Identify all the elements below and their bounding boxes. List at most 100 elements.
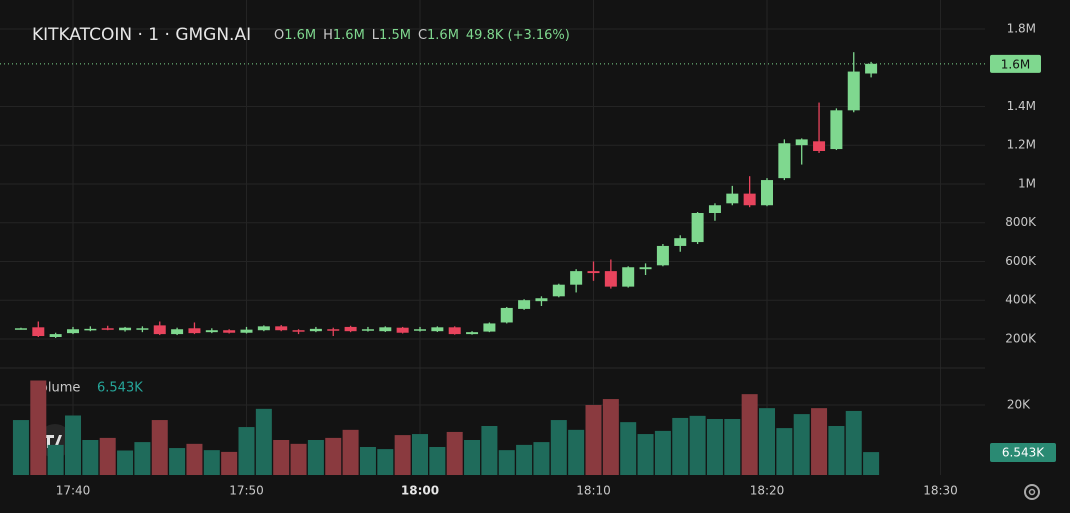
volume-bar: [12, 420, 29, 475]
candle-body: [414, 329, 426, 331]
candle-body: [292, 330, 305, 332]
volume-bar: [117, 450, 134, 475]
candle-body: [604, 271, 617, 287]
y-tick-label: 600K: [1005, 254, 1037, 268]
volume-bar: [654, 430, 671, 475]
candle-body: [639, 267, 652, 270]
volume-bar: [47, 444, 64, 475]
candle-body: [188, 328, 201, 334]
gear-center[interactable]: [1028, 488, 1036, 496]
candle-body: [847, 71, 860, 111]
volume-bar: [151, 420, 168, 475]
ohlc-value: 1.6M: [333, 28, 365, 43]
last-volume-box: [990, 443, 1056, 462]
volume-bar: [585, 405, 602, 475]
y-tick-label: 400K: [1005, 293, 1037, 307]
candle-body: [691, 213, 704, 243]
x-tick-label: 17:40: [56, 484, 91, 498]
volume-bar: [325, 437, 342, 475]
y-tick-label: 1.4M: [1007, 99, 1036, 113]
volume-bar: [238, 427, 255, 475]
candle-body: [761, 180, 773, 206]
volume-tick-label: 20K: [1007, 398, 1031, 412]
volume-bar: [672, 417, 689, 475]
volume-bar: [516, 444, 533, 475]
candle-body: [552, 284, 565, 297]
candle-body: [466, 332, 479, 335]
volume-bar: [533, 442, 550, 475]
volume-bar: [637, 434, 654, 475]
ohlc-value: 1.5M: [379, 28, 411, 43]
candle-body: [622, 267, 635, 287]
candle-body: [32, 327, 45, 337]
volume-bar: [776, 428, 793, 475]
volume-bar: [186, 443, 203, 475]
candle-body: [101, 328, 114, 330]
candle-body: [275, 326, 288, 331]
volume-bar: [273, 440, 290, 475]
volume-bar: [568, 429, 585, 475]
candle-body: [830, 110, 843, 150]
candle-body: [257, 326, 270, 331]
volume-bar: [429, 447, 446, 475]
settings-icon[interactable]: [1024, 484, 1040, 500]
volume-bar: [811, 408, 828, 475]
candle-body: [171, 329, 184, 335]
candle-body: [67, 329, 79, 334]
candle-body: [240, 329, 253, 333]
ohlc-value: 1.6M: [284, 28, 316, 43]
ohlc-key: O: [274, 28, 284, 43]
volume-bar: [65, 415, 81, 475]
volume-bar: [498, 450, 515, 475]
volume-bar: [481, 426, 498, 475]
y-tick-label: 200K: [1005, 331, 1037, 345]
candle-body: [656, 245, 669, 266]
volume-bar: [359, 447, 376, 475]
candle-body: [49, 334, 62, 337]
y-tick-label: 1M: [1018, 176, 1036, 190]
candle-body: [309, 328, 322, 332]
ohlc-value: 1.6M: [427, 28, 459, 43]
candle-body: [223, 330, 236, 333]
candle-body: [431, 327, 444, 332]
volume-bar: [706, 419, 723, 475]
candle-body: [518, 300, 531, 309]
candle-body: [570, 271, 583, 285]
candle-body: [795, 139, 808, 146]
volume-bar: [394, 435, 411, 475]
candle-body: [344, 326, 357, 332]
candle-body: [535, 298, 548, 302]
gear[interactable]: [1024, 484, 1040, 500]
volume-bar: [30, 380, 47, 475]
candle-body: [778, 143, 791, 179]
candle-body: [205, 330, 218, 333]
volume-bar: [99, 437, 116, 475]
candle-body: [379, 327, 392, 332]
volume-bar: [377, 449, 394, 475]
last-volume-label: 6.543K: [1002, 446, 1045, 460]
x-tick-label: 18:00: [401, 484, 439, 498]
candle-body: [708, 205, 721, 213]
candle-body: [14, 328, 27, 330]
chart-title: KITKATCOIN · 1 · GMGN.AI: [32, 25, 251, 45]
x-tick-label: 17:50: [229, 484, 264, 498]
candle-body: [743, 193, 756, 206]
volume-bar: [290, 443, 307, 475]
volume-bar: [741, 394, 758, 475]
x-tick-label: 18:30: [923, 484, 958, 498]
y-tick-label: 1.2M: [1007, 138, 1036, 152]
volume-bar: [828, 426, 845, 475]
y-tick-label: 800K: [1005, 215, 1037, 229]
candle-body: [361, 329, 374, 331]
volume-bar: [307, 440, 324, 475]
volume-bar: [845, 410, 862, 475]
candle-body: [84, 328, 97, 331]
volume-bar: [134, 442, 151, 475]
volume-bar: [620, 422, 637, 475]
volume-bar: [342, 429, 359, 475]
volume-bar: [724, 419, 741, 475]
volume-bar: [221, 451, 238, 475]
volume-bar: [169, 448, 186, 475]
